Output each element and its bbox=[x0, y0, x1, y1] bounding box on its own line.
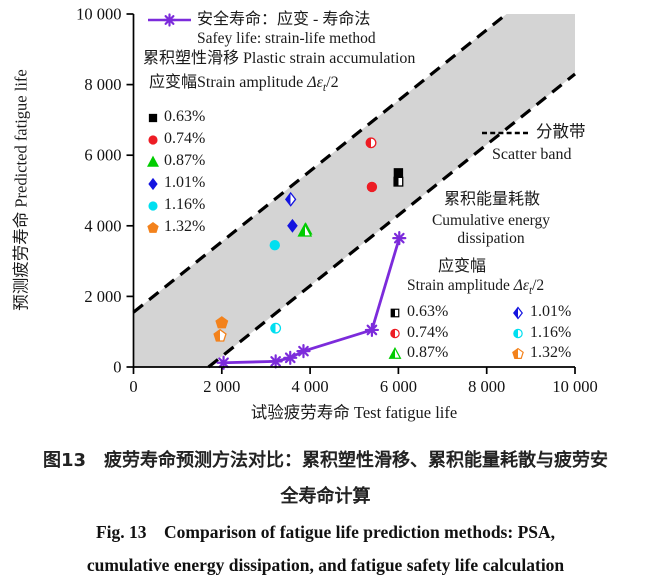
legend-psa-title: 累积塑性滑移 Plastic strain accumulation bbox=[143, 50, 416, 67]
legend-energy-icon-1.16% bbox=[513, 328, 523, 339]
y-axis-label: 预测疲劳寿命 Predicted fatigue life bbox=[11, 69, 31, 311]
y-tick-label: 0 bbox=[113, 358, 121, 377]
legend-psa-icon-0.87% bbox=[147, 155, 159, 167]
y-tick-label: 4 000 bbox=[84, 216, 121, 235]
psa-point-1.01% bbox=[287, 218, 298, 233]
legend-psa-icon-1.01% bbox=[148, 177, 158, 191]
legend-psa-label-1.16%: 1.16% bbox=[164, 196, 206, 213]
y-tick-label: 10 000 bbox=[76, 5, 121, 24]
legend-psa-icon-1.32% bbox=[147, 222, 159, 233]
safety-life-line bbox=[223, 237, 401, 365]
x-tick-label: 6 000 bbox=[380, 377, 417, 396]
legend-energy-label-0.63%: 0.63% bbox=[407, 303, 449, 320]
energy-point-0.63% bbox=[393, 176, 404, 187]
caption-en-line2: cumulative energy dissipation, and fatig… bbox=[86, 555, 565, 575]
y-tick-label: 2 000 bbox=[84, 287, 121, 306]
safety-life-star-icon bbox=[364, 322, 380, 338]
legend-energy-amp-zh: 应变幅 bbox=[437, 258, 486, 275]
legend-psa-label-0.63%: 0.63% bbox=[164, 108, 206, 125]
x-tick-label: 10 000 bbox=[552, 377, 597, 396]
psa-point-0.74% bbox=[366, 181, 378, 193]
legend-energy-label-1.01%: 1.01% bbox=[530, 303, 572, 320]
legend-safety-label-zh: 安全寿命：应变 - 寿命法 bbox=[197, 11, 371, 28]
legend-psa-icon-1.16% bbox=[148, 201, 158, 211]
legend-energy-label-1.32%: 1.32% bbox=[530, 344, 572, 361]
legend-energy-label-1.16%: 1.16% bbox=[530, 323, 572, 341]
x-axis-label: 试验疲劳寿命 Test fatigue life bbox=[250, 403, 458, 422]
legend-scatter-band-zh: 分散带 bbox=[536, 122, 586, 141]
legend-psa-label-1.32%: 1.32% bbox=[164, 218, 206, 235]
legend-energy-en1: Cumulative energy bbox=[431, 212, 551, 229]
x-tick-label: 0 bbox=[129, 377, 137, 396]
psa-point-0.63% bbox=[393, 168, 404, 178]
safety-life-star-icon bbox=[392, 231, 407, 246]
legend-energy-icon-0.74% bbox=[390, 328, 400, 339]
per-two-2: /2 bbox=[532, 277, 545, 294]
legend-energy-en2: dissipation bbox=[457, 230, 525, 247]
amp-en-2: Strain amplitude bbox=[407, 277, 514, 294]
psa-point-1.16% bbox=[269, 240, 280, 251]
scatter-band-lower-line bbox=[207, 72, 576, 369]
safety-life-star-icon bbox=[283, 350, 298, 365]
caption-zh-line1: 图13 疲劳寿命预测方法对比：累积塑性滑移、累积能量耗散与疲劳安 bbox=[42, 450, 609, 471]
scatter-band-region bbox=[133, 14, 575, 367]
legend-scatter-band-en: Scatter band bbox=[492, 146, 572, 163]
legend-energy-label-0.87%: 0.87% bbox=[407, 344, 449, 361]
legend-energy-icon-1.01% bbox=[513, 306, 523, 320]
legend-psa-icon-0.63% bbox=[148, 113, 158, 123]
energy-point-1.16% bbox=[270, 322, 282, 334]
y-tick-label: 8 000 bbox=[84, 75, 121, 94]
energy-point-1.32% bbox=[213, 328, 227, 342]
fatigue-life-chart: 0 2 000 4 000 6 000 8 000 10 000 0 2 000 4 000 6 … bbox=[76, 5, 598, 397]
legend-psa-amplitude-line: 应变幅Strain amplitude Δεt/2 bbox=[149, 74, 339, 95]
x-tick-label: 4 000 bbox=[292, 377, 329, 396]
legend-energy-icon-0.63% bbox=[390, 308, 400, 318]
legend-energy-zh: 累积能量耗散 bbox=[443, 191, 540, 208]
energy-point-0.74% bbox=[365, 137, 377, 149]
x-tick-label: 2 000 bbox=[203, 377, 240, 396]
safety-star-legend-icon bbox=[162, 13, 177, 27]
safety-life-star-icon bbox=[296, 344, 311, 359]
safety-life-star-icon bbox=[268, 354, 283, 369]
amp-zh: 应变幅 bbox=[149, 74, 198, 91]
psa-point-1.32% bbox=[215, 316, 229, 329]
x-tick-label: 8 000 bbox=[468, 377, 505, 396]
subscript-t-2: t bbox=[528, 285, 533, 298]
delta-epsilon-symbol-2: Δε bbox=[513, 277, 529, 294]
energy-point-0.87% bbox=[297, 223, 313, 237]
legend-psa-label-0.74%: 0.74% bbox=[164, 130, 206, 147]
y-tick-label: 6 000 bbox=[84, 146, 121, 165]
caption-en-line1: Fig. 13 Comparison of fatigue life predi… bbox=[95, 522, 556, 542]
delta-epsilon-symbol: Δε bbox=[307, 74, 323, 91]
per-two: /2 bbox=[326, 74, 339, 91]
amp-en: Strain amplitude bbox=[197, 74, 308, 91]
legend-safety-label-en: Safey life: strain-life method bbox=[197, 30, 376, 47]
energy-point-1.01% bbox=[284, 191, 297, 207]
legend-energy-label-0.74%: 0.74% bbox=[407, 323, 449, 341]
caption-zh-line2: 全寿命计算 bbox=[280, 486, 371, 507]
legend-psa-label-1.01%: 1.01% bbox=[164, 174, 206, 191]
legend-energy-icon-0.87% bbox=[388, 346, 402, 359]
legend-energy-icon-1.32% bbox=[512, 347, 524, 359]
subscript-t: t bbox=[322, 82, 327, 95]
legend-psa-label-0.87%: 0.87% bbox=[164, 152, 206, 169]
legend-psa-icon-0.74% bbox=[148, 135, 158, 145]
legend-energy-amp-line: Strain amplitude Δεt/2 bbox=[407, 277, 544, 298]
